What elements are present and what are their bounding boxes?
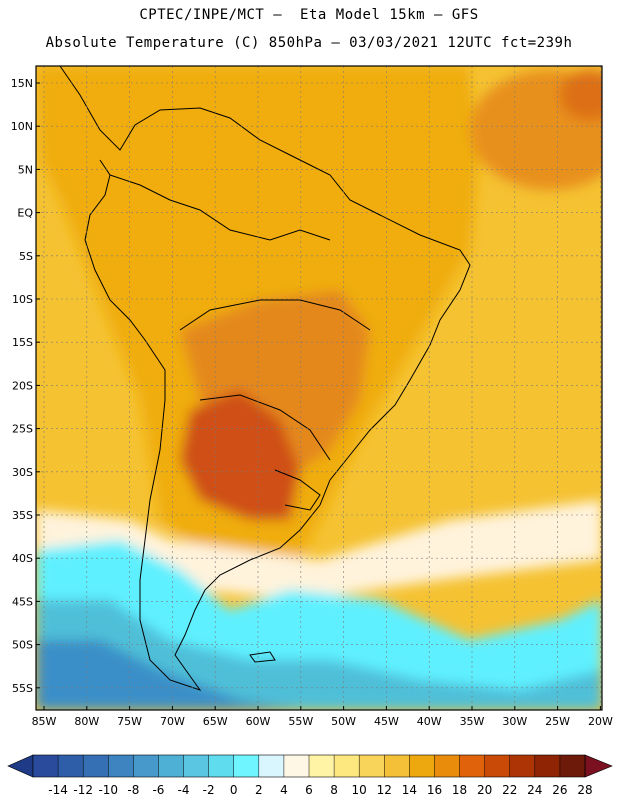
colorbar-under-arrow xyxy=(7,754,34,778)
lat-tick-label: 40S xyxy=(12,552,33,565)
map-frame xyxy=(35,65,603,711)
colorbar-swatch xyxy=(359,755,385,777)
lon-tick-label: 30W xyxy=(502,715,527,728)
colorbar-tick-label: -12 xyxy=(73,783,93,797)
colorbar: -14 -12 -10 -8 -6 -4 -2 0 2 4 6 8 10 12 14 16 18 20 22 24 26… xyxy=(7,754,613,797)
paraguay-border xyxy=(199,394,331,461)
lon-tick-label: 80W xyxy=(74,715,99,728)
falklands xyxy=(249,651,276,663)
lon-tick-label: 45W xyxy=(374,715,399,728)
lat-tick-label: 35S xyxy=(12,509,33,522)
colorbar-tick-label: 2 xyxy=(255,783,263,797)
lon-tick-label: 70W xyxy=(160,715,185,728)
colorbar-tick-label: 18 xyxy=(452,783,467,797)
cold-deep-blue-field xyxy=(36,640,300,710)
latitude-ticks: 15N 10N 5N EQ 5S 10S 15S 20S 25S 30S 35S 40S 45S 50S 5… xyxy=(11,77,40,695)
longitude-ticks: 85W 80W 75W 70W 65W 60W 55W 50W 45W 40W 35W 30W 25W 2… xyxy=(32,706,613,728)
colorbar-swatch xyxy=(309,755,335,777)
coastlines xyxy=(59,66,471,691)
colorbar-tick-label: 26 xyxy=(552,783,567,797)
colorbar-swatch xyxy=(158,755,184,777)
colorbar-swatch xyxy=(559,755,586,777)
lat-tick-label: 50S xyxy=(12,639,33,652)
colorbar-tick-label: 4 xyxy=(280,783,288,797)
colorbar-swatch xyxy=(83,755,109,777)
uruguay-border xyxy=(274,469,321,511)
colorbar-over-arrow xyxy=(584,754,613,778)
colorbar-swatch xyxy=(233,755,260,777)
colorbar-tick-label: 8 xyxy=(330,783,338,797)
colorbar-swatch xyxy=(409,755,435,777)
colorbar-swatch xyxy=(58,755,84,777)
south-america-coast xyxy=(59,66,471,691)
chaco-hot-core xyxy=(180,390,300,520)
temperature-field xyxy=(36,66,602,710)
northern-border xyxy=(109,174,331,241)
colorbar-tick-label: 24 xyxy=(527,783,542,797)
colorbar-tick-label: -10 xyxy=(98,783,118,797)
lat-tick-label: 5N xyxy=(18,163,33,176)
lon-tick-label: 35W xyxy=(460,715,485,728)
colorbar-tick-label: -8 xyxy=(127,783,139,797)
lat-tick-label: 15N xyxy=(11,77,33,90)
lat-tick-label: 20S xyxy=(12,379,33,392)
lon-tick-label: 60W xyxy=(246,715,271,728)
colorbar-tick-label: -6 xyxy=(152,783,164,797)
colorbar-swatch xyxy=(258,755,285,777)
colorbar-tick-label: 16 xyxy=(427,783,442,797)
colorbar-tick-label: 10 xyxy=(352,783,367,797)
colorbar-tick-label: 22 xyxy=(502,783,517,797)
central-warm-core xyxy=(180,290,370,470)
lon-tick-label: 65W xyxy=(203,715,228,728)
lat-tick-label: 55S xyxy=(12,682,33,695)
colorbar-tick-label: -4 xyxy=(178,783,190,797)
colorbar-tick-label: 14 xyxy=(402,783,417,797)
lon-tick-label: 20W xyxy=(588,715,613,728)
colorbar-swatch xyxy=(334,755,360,777)
graticule xyxy=(36,66,602,710)
central-border xyxy=(179,299,371,331)
colorbar-swatch xyxy=(459,755,485,777)
colorbar-swatch xyxy=(484,755,511,777)
colorbar-swatch xyxy=(534,755,561,777)
colorbar-swatch xyxy=(384,755,410,777)
colorbar-swatch xyxy=(283,755,310,777)
colorbar-swatch xyxy=(434,755,460,777)
lat-tick-label: EQ xyxy=(17,207,33,220)
lon-tick-label: 75W xyxy=(117,715,142,728)
colorbar-tick-label: -14 xyxy=(48,783,68,797)
colorbar-swatch xyxy=(133,755,159,777)
colorbar-swatch xyxy=(108,755,134,777)
lat-tick-label: 5S xyxy=(19,250,33,263)
colorbar-swatch xyxy=(509,755,536,777)
lat-tick-label: 10N xyxy=(11,120,33,133)
atlantic-hot-patch xyxy=(560,70,602,120)
map-title-line-1: CPTEC/INPE/MCT — Eta Model 15km — GFS xyxy=(139,7,479,23)
lon-tick-label: 40W xyxy=(417,715,442,728)
lat-tick-label: 30S xyxy=(12,466,33,479)
colorbar-swatch xyxy=(208,755,235,777)
lon-tick-label: 85W xyxy=(32,715,57,728)
lon-tick-label: 25W xyxy=(545,715,570,728)
lat-tick-label: 45S xyxy=(12,595,33,608)
colorbar-tick-label: 0 xyxy=(230,783,238,797)
lat-tick-label: 10S xyxy=(12,293,33,306)
colorbar-tick-label: 20 xyxy=(477,783,492,797)
lat-tick-label: 25S xyxy=(12,423,33,436)
lon-tick-label: 55W xyxy=(288,715,313,728)
colorbar-swatch xyxy=(33,755,59,777)
colorbar-swatch xyxy=(183,755,209,777)
colorbar-tick-label: 28 xyxy=(577,783,592,797)
colorbar-tick-label: 6 xyxy=(305,783,313,797)
map-title-line-2: Absolute Temperature (C) 850hPa — 03/03/… xyxy=(45,35,573,51)
lon-tick-label: 50W xyxy=(331,715,356,728)
colorbar-tick-label: -2 xyxy=(203,783,215,797)
colorbar-tick-label: 12 xyxy=(377,783,392,797)
lat-tick-label: 15S xyxy=(12,336,33,349)
